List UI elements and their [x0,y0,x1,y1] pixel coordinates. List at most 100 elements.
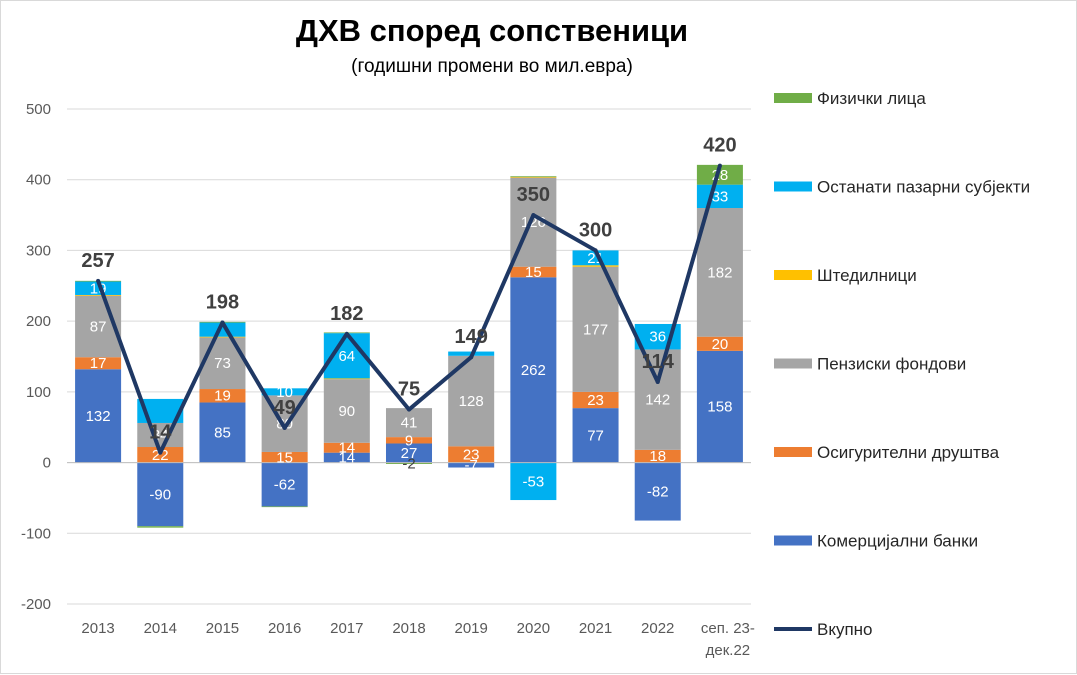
bar-segment-пензиски-фондови [572,266,619,392]
chart-subtitle: (годишни промени во мил.евра) [351,56,633,77]
y-tick-label: 0 [43,455,51,472]
x-tick-label: дек.22 [706,642,751,659]
bar-segment-осигурителни-друштва [448,446,495,463]
y-tick-label: -200 [21,596,51,613]
total-label: 300 [579,219,612,241]
bar-segment-штедилници [572,265,619,267]
data-label: 177 [583,321,608,338]
data-label: -90 [149,486,171,503]
bar-segment-физички-лица [696,164,743,185]
bar-segment-осигурителни-друштва [199,389,246,403]
y-tick-label: 100 [26,384,51,401]
data-label: 18 [649,448,666,465]
data-label: 90 [338,403,355,420]
total-point [282,425,287,430]
data-label: 14 [338,450,355,467]
total-label: 257 [81,250,114,272]
bar-segment-осигурителни-друштва [572,391,619,409]
bar-segment-комерцијални-банки [385,443,433,463]
data-label: 23 [587,392,604,409]
bar-segment-физички-лица [261,506,308,508]
bar-segment-останати-пазарни-субјекти [261,388,308,396]
bar-segment-физички-лица [137,526,184,528]
total-point [344,331,349,336]
data-label: -2 [402,455,415,472]
total-label: 14 [149,422,172,444]
x-tick-label: 2013 [81,620,114,637]
data-label: 73 [214,355,231,372]
data-label: 142 [645,392,670,409]
x-tick-label: 2014 [144,620,177,637]
total-label: 198 [206,292,239,314]
bar-segment-пензиски-фондови [323,379,370,443]
bar-segment-пензиски-фондови [385,408,433,438]
legend-label: Пензиски фондови [817,355,966,374]
legend-swatch-осигурителни-друштва [774,447,812,457]
total-point [220,320,225,325]
total-point [469,355,474,360]
bar-segment-комерцијални-банки [448,462,495,468]
y-tick-label: 500 [26,101,51,118]
bar-segment-комерцијални-банки [199,402,246,463]
x-tick-label: 2019 [454,620,487,637]
legend-swatch-физички-лица [774,93,812,103]
data-label: -53 [523,473,545,490]
data-label: 33 [712,188,729,205]
bar-segment-останати-пазарни-субјекти [75,281,122,295]
bar-segment-комерцијални-банки [75,369,122,463]
bar-segment-пензиски-фондови [696,208,743,337]
data-label: 15 [276,449,293,466]
x-tick-label: 2017 [330,620,363,637]
legend-label: Осигурителни друштва [817,443,1000,462]
data-label: 20 [712,336,729,353]
total-point [96,278,101,283]
data-label: 158 [707,399,732,416]
total-point [717,163,722,168]
legend-label: Останати пазарни субјекти [817,178,1030,197]
bar-segment-пензиски-фондови [137,422,184,448]
data-label: 182 [707,264,732,281]
data-label: 41 [401,415,418,432]
legend-label: Физички лица [817,89,926,108]
bar-segment-комерцијални-банки [323,452,370,463]
total-label: 114 [642,351,675,373]
data-label: 15 [525,264,542,281]
x-tick-label: 2020 [517,620,550,637]
data-label: 23 [463,446,480,463]
bar-segment-останати-пазарни-субјекти [199,322,246,337]
bar-segment-осигурителни-друштва [510,266,557,278]
legend-swatch-штедилници [774,270,812,280]
data-label: 9 [405,432,413,449]
data-label: 132 [86,408,111,425]
total-point [158,450,163,455]
bar-segment-останати-пазарни-субјекти [572,250,619,266]
data-label: 77 [587,427,604,444]
data-label: -82 [647,484,669,501]
legend-swatch-останати-пазарни-субјекти [774,181,812,192]
x-tick-label: 2022 [641,620,674,637]
bar-segment-комерцијални-банки [261,462,308,507]
legend-label: Вкупно [817,620,873,639]
data-label: 10 [276,384,293,401]
bar-segment-осигурителни-друштва [634,449,681,463]
bar-segment-пензиски-фондови [634,349,681,450]
bar-segment-штедилници [199,336,246,338]
legend-swatch-комерцијални-банки [774,535,812,546]
data-label: 262 [521,362,546,379]
x-tick-label: 2018 [392,620,425,637]
data-label: -7 [465,457,478,474]
x-tick-label: 2016 [268,620,301,637]
bar-segment-штедилници [323,378,370,380]
bar-segment-комерцијални-банки [510,277,557,463]
data-label: 17 [90,355,107,372]
data-label: 87 [90,318,107,335]
data-label: 19 [214,388,231,405]
y-tick-label: 300 [26,242,51,259]
data-label: 36 [649,329,666,346]
bar-segment-останати-пазарни-субјекти [510,462,557,501]
bar-segment-осигурителни-друштва [696,336,743,351]
total-label: 75 [398,379,420,401]
bar-segment-физички-лица [385,462,433,464]
bar-segment-осигурителни-друштва [385,437,433,444]
